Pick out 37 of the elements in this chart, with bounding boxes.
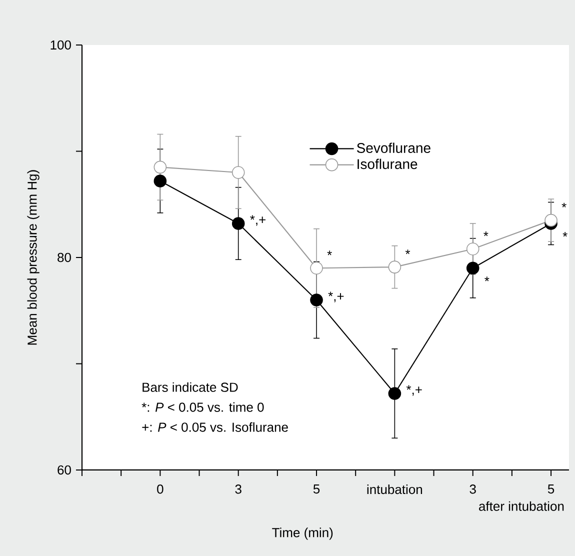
data-label: * (327, 250, 332, 256)
legend-label: Isoflurane (358, 158, 418, 170)
legend-label: Sevoflurane (356, 142, 430, 153)
text: after intubation (479, 501, 564, 511)
x-axis-title: Time (min) (272, 528, 333, 540)
point (232, 166, 245, 179)
data-label: * (484, 276, 490, 282)
point (310, 294, 323, 306)
data-label: * (562, 232, 568, 237)
point (154, 160, 167, 174)
data-label: * (405, 250, 410, 254)
x-tick-label: 5 (548, 484, 554, 494)
point (466, 242, 480, 256)
data-label: *,+ (250, 215, 266, 226)
point (232, 217, 245, 230)
data-label: * (562, 202, 566, 208)
data-label: *,+ (328, 292, 344, 302)
annotation: *: P < 0.05 vs. time 0 (142, 402, 264, 412)
y-axis-title: Mean blood pressure (mm Hg) (27, 170, 40, 345)
data-label: * (484, 232, 488, 236)
y-tick-label: 60 (58, 465, 71, 475)
point (544, 214, 558, 227)
x-tick-label: 3 (235, 484, 242, 494)
x-tick-label: 0 (157, 484, 164, 494)
annotation: +: P < 0.05 vs. Isoflurane (142, 422, 288, 432)
annotation: Bars indicate SD (142, 382, 238, 392)
point (154, 174, 167, 188)
x-tick-label: 5 (313, 484, 320, 494)
point (466, 262, 480, 275)
y-tick-label: 100 (50, 40, 71, 50)
data-label: *,+ (406, 385, 422, 396)
point (388, 260, 402, 274)
point (388, 387, 402, 400)
x-tick-label: intubation (367, 484, 422, 494)
y-tick-label: 80 (58, 252, 71, 262)
x-tick-label: 3 (470, 484, 476, 494)
point (310, 262, 323, 275)
